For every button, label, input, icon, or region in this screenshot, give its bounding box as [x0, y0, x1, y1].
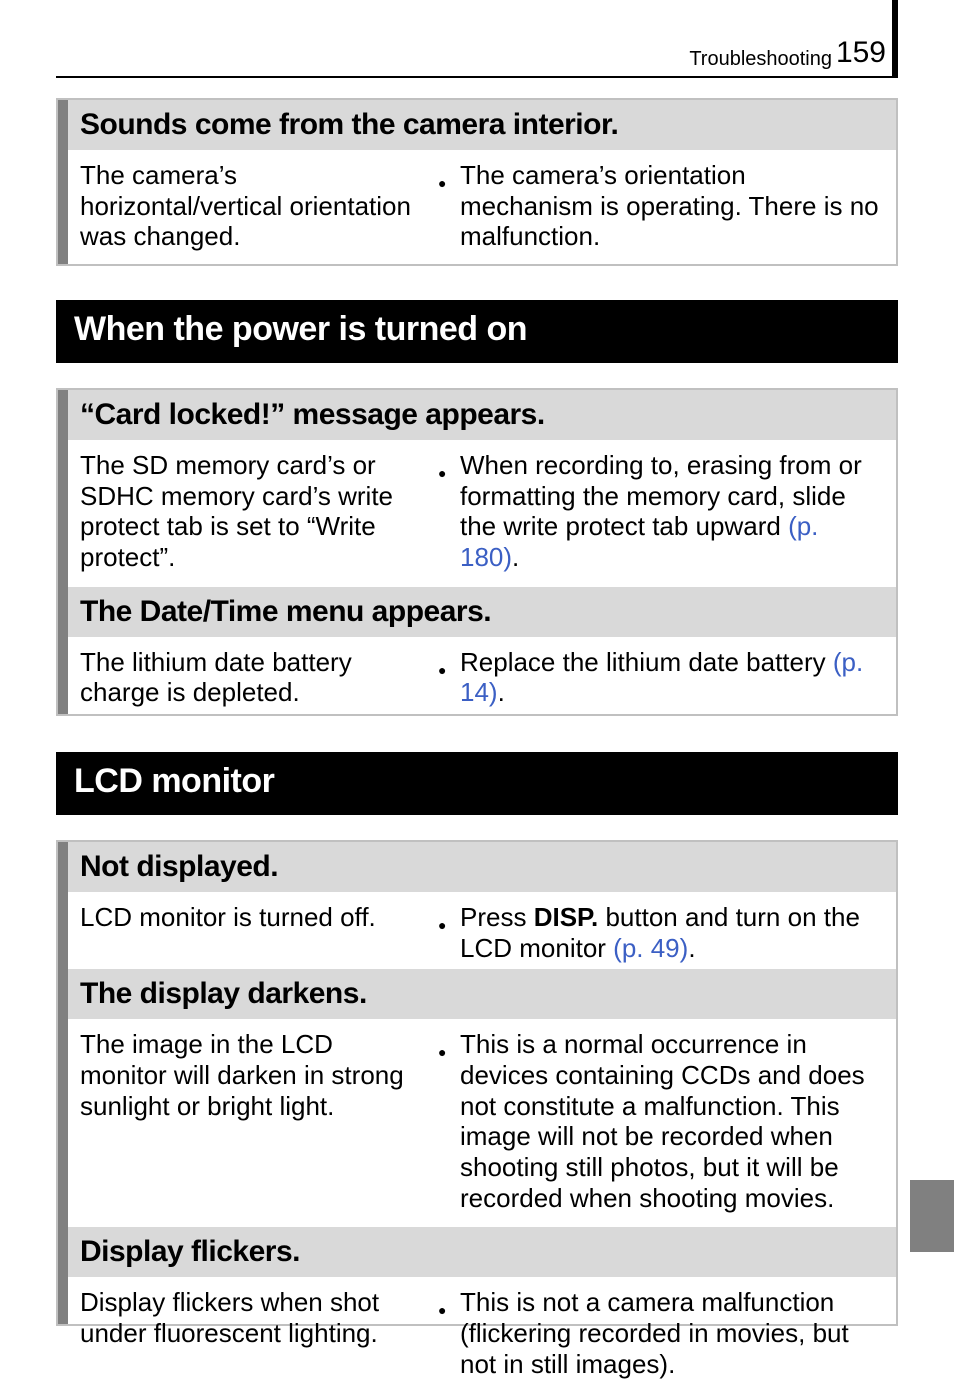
section-accent — [58, 100, 68, 264]
bullet-dot — [438, 1029, 460, 1213]
page-number: 159 — [836, 36, 886, 70]
text-c: . — [688, 933, 695, 963]
section-heading-datetime: The Date/Time menu appears. — [58, 587, 896, 637]
bullet-text: Replace the lithium date battery (p. 14)… — [460, 647, 882, 708]
text-a: Press — [460, 902, 534, 932]
section-power: “Card locked!” message appears. The SD m… — [56, 388, 898, 716]
bullet-dot — [438, 450, 460, 573]
cell-left-not-displayed: LCD monitor is turned off. — [58, 892, 438, 969]
text-bold-disp: DISP. — [534, 902, 599, 932]
bullet-dot — [438, 1287, 460, 1379]
header-rule — [56, 76, 898, 78]
cell-right-flickers: This is not a camera malfunction (flicke… — [438, 1277, 896, 1393]
section-heading-darkens: The display darkens. — [58, 969, 896, 1019]
section-sounds: Sounds come from the camera interior. Th… — [56, 98, 898, 266]
cell-right-datetime: Replace the lithium date battery (p. 14)… — [438, 637, 896, 722]
bullet-text: This is a normal occurrence in devices c… — [460, 1029, 882, 1213]
cell-right-card: When recording to, erasing from or forma… — [438, 440, 896, 587]
bullet-dot — [438, 160, 460, 252]
section-heading-flickers: Display flickers. — [58, 1227, 896, 1277]
section-lcd: Not displayed. LCD monitor is turned off… — [56, 840, 898, 1326]
section-heading-card-locked: “Card locked!” message appears. — [58, 390, 896, 440]
breadcrumb: Troubleshooting — [689, 48, 832, 71]
header-right-tick — [892, 0, 898, 76]
bullet-text: This is not a camera malfunction (flicke… — [460, 1287, 882, 1379]
bullet-text: When recording to, erasing from or forma… — [460, 450, 882, 573]
section-heading-sounds: Sounds come from the camera interior. — [58, 100, 896, 150]
cell-right-sounds: The camera’s orientation mechanism is op… — [438, 150, 896, 266]
text-a: Replace the lithium date battery — [460, 647, 833, 677]
bullet-text: Press DISP. button and turn on the LCD m… — [460, 902, 882, 963]
cell-left-card: The SD memory card’s or SDHC memory card… — [58, 440, 438, 587]
cell-right-darkens: This is a normal occurrence in devices c… — [438, 1019, 896, 1227]
bullet-dot — [438, 902, 460, 963]
bullet-text: The camera’s orientation mechanism is op… — [460, 160, 882, 252]
cell-left-sounds: The camera’s horizontal/vertical orienta… — [58, 150, 438, 266]
bar-power: When the power is turned on — [56, 300, 898, 363]
bullet-dot — [438, 647, 460, 708]
cell-right-not-displayed: Press DISP. button and turn on the LCD m… — [438, 892, 896, 969]
side-tab — [910, 1180, 954, 1252]
section-heading-not-displayed: Not displayed. — [58, 842, 896, 892]
section-accent — [58, 390, 68, 714]
cell-left-flickers: Display flickers when shot under fluores… — [58, 1277, 438, 1393]
cell-left-darkens: The image in the LCD monitor will darken… — [58, 1019, 438, 1227]
link-p49[interactable]: (p. 49) — [613, 933, 688, 963]
text-b: . — [498, 677, 505, 707]
bar-lcd: LCD monitor — [56, 752, 898, 815]
section-accent — [58, 842, 68, 1324]
text-b: . — [512, 542, 519, 572]
cell-left-datetime: The lithium date battery charge is deple… — [58, 637, 438, 722]
